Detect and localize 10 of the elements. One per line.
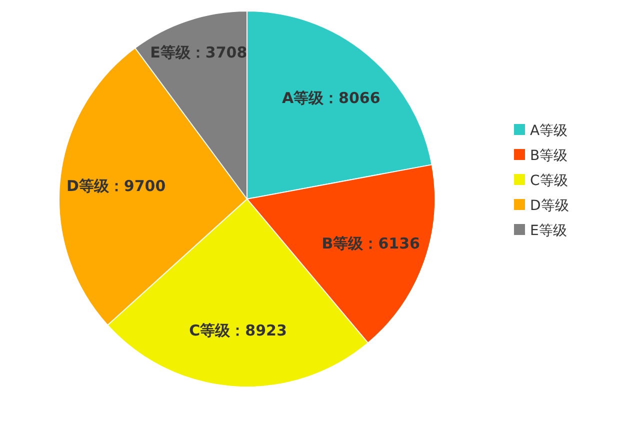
data-label: D等级：9700 xyxy=(66,177,166,195)
data-label: C等级：8923 xyxy=(189,321,287,340)
legend-label: D等级 xyxy=(530,198,569,214)
data-label: B等级：6136 xyxy=(322,234,420,252)
data-label: A等级：8066 xyxy=(282,88,380,107)
legend-label: E等级 xyxy=(530,223,567,239)
legend-label: A等级 xyxy=(530,123,568,139)
legend-label: B等级 xyxy=(530,148,568,164)
legend-label: C等级 xyxy=(530,173,568,189)
data-label: E等级：3708 xyxy=(150,44,248,62)
